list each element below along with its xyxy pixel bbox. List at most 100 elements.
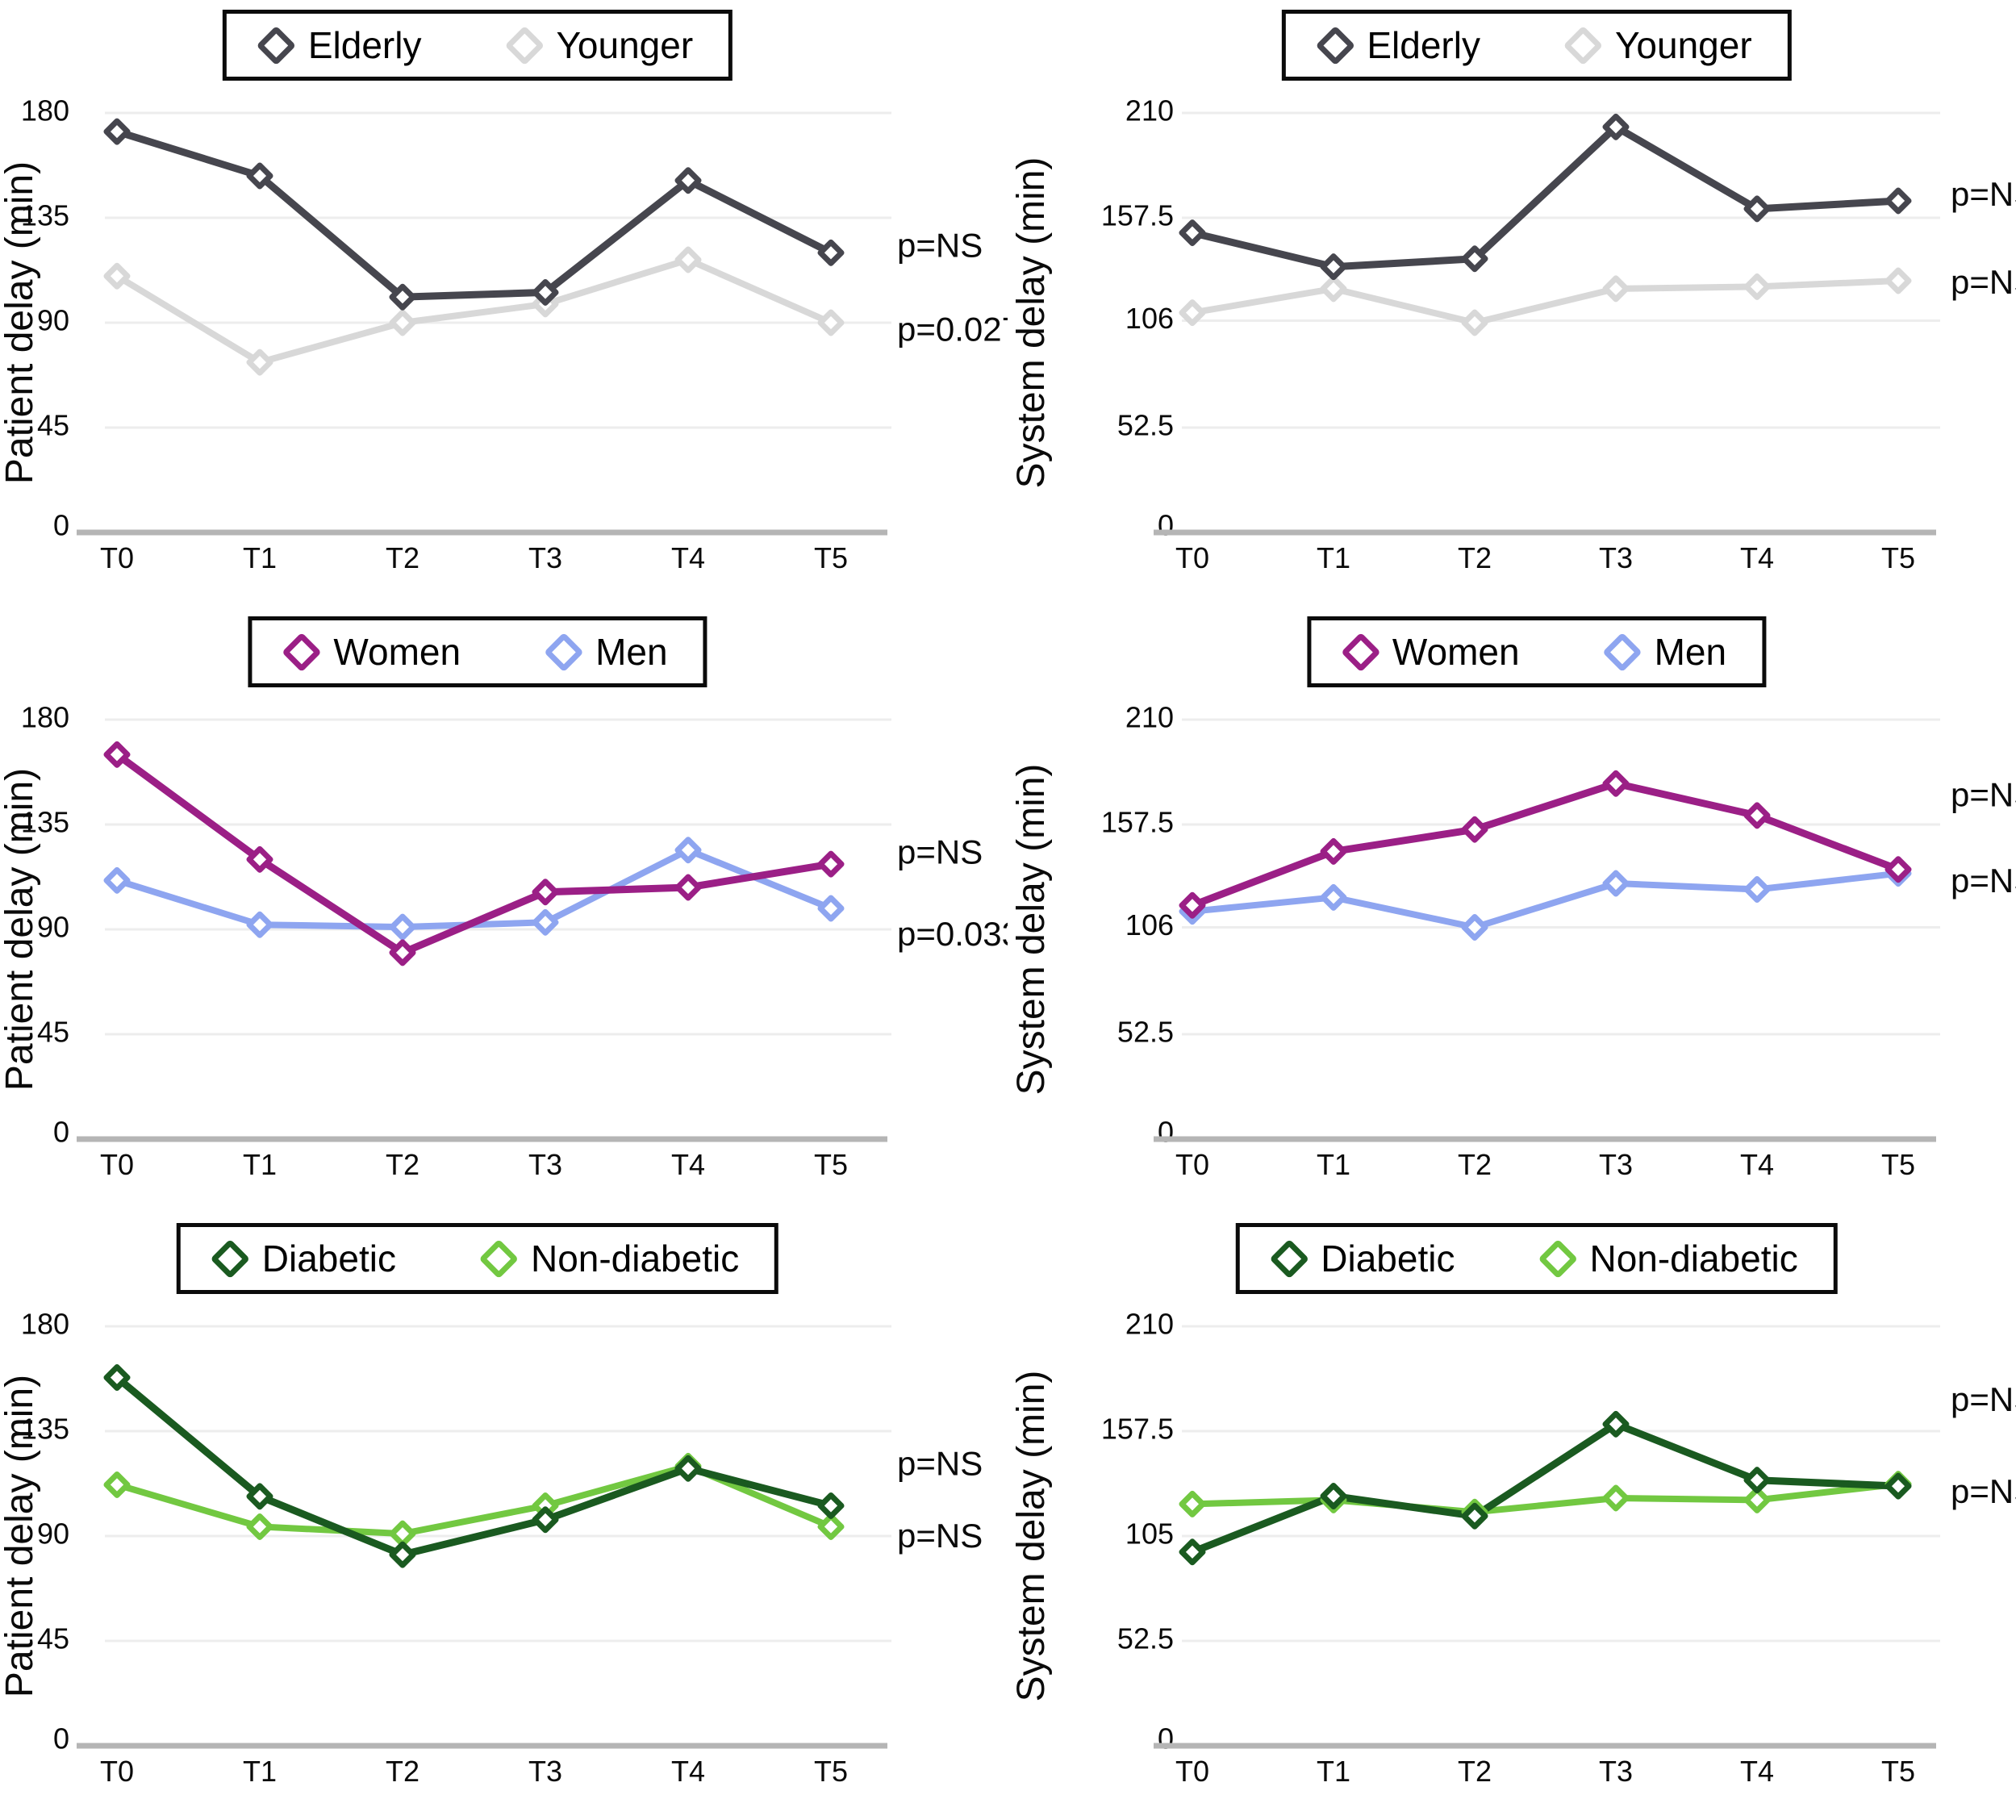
y-axis-title: Patient delay (min) bbox=[0, 768, 41, 1091]
data-point-marker-non-diabetic-t0 bbox=[1179, 1490, 1205, 1517]
line-chart-canvas: 180 135 90 45 0 T0 T1 T2 T3 T4 T5 Patient delay (mi… bbox=[0, 1308, 983, 1788]
legend-label: Younger bbox=[556, 24, 694, 66]
y-tick-label: 210 bbox=[1125, 94, 1173, 127]
legend-item-women: Women bbox=[282, 632, 461, 672]
data-point-marker-younger-t5 bbox=[817, 309, 845, 336]
p-value-annotation: p=NS bbox=[1951, 175, 2016, 213]
data-point-marker-elderly-t2 bbox=[389, 283, 416, 311]
data-point-marker-non-diabetic-t4 bbox=[1743, 1486, 1770, 1513]
data-point-marker-elderly-t4 bbox=[674, 167, 702, 194]
legend-label: Women bbox=[1392, 631, 1520, 673]
x-tick-label: T5 bbox=[814, 1148, 848, 1181]
data-point-marker-younger-t4 bbox=[1743, 273, 1770, 300]
line-chart-canvas: 210 157.5 106 52.5 0T0 T1 T2 T3 T4 T5 System delay… bbox=[1010, 701, 2016, 1181]
x-tick-label: T0 bbox=[1175, 1148, 1208, 1181]
legend-diamond-marker-icon bbox=[504, 25, 545, 65]
data-point-marker-diabetic-t1 bbox=[1320, 1482, 1346, 1509]
data-point-marker-men-t2 bbox=[389, 913, 416, 941]
y-tick-label: 52.5 bbox=[1117, 409, 1173, 442]
x-tick-label: T3 bbox=[528, 541, 562, 574]
line-chart-canvas: 180 135 90 45 0 T0 T1 T2 T3 T4 T5 Patient delay (mi… bbox=[0, 94, 1008, 574]
chart-panel-system-delay-sex: Women Men 210 157.5 106 52.5 0 T0 T1 T2 T3 T4 T5 Sys… bbox=[1008, 607, 2016, 1213]
legend-item-elderly: Elderly bbox=[1315, 25, 1480, 65]
data-point-marker-men-t1 bbox=[246, 911, 273, 938]
legend-diamond-marker-icon bbox=[1538, 1238, 1578, 1279]
data-point-marker-younger-t1 bbox=[246, 349, 273, 376]
data-point-marker-women-t5 bbox=[817, 850, 845, 878]
y-tick-label: 210 bbox=[1125, 701, 1173, 734]
x-tick-label: T2 bbox=[386, 1755, 419, 1788]
x-tick-label: T4 bbox=[671, 541, 705, 574]
x-tick-label: T2 bbox=[386, 1148, 419, 1181]
data-point-marker-non-diabetic-t5 bbox=[817, 1513, 845, 1540]
data-point-marker-diabetic-t2 bbox=[1461, 1502, 1488, 1530]
x-tick-label: T1 bbox=[243, 1755, 277, 1788]
legend-system-delay-age: Elderly Younger bbox=[1281, 10, 1792, 81]
p-value-annotation: p=NS bbox=[897, 1517, 983, 1555]
data-point-marker-younger-t3 bbox=[1602, 275, 1629, 303]
data-point-marker-men-t3 bbox=[532, 908, 559, 936]
data-point-marker-women-t1 bbox=[1320, 837, 1346, 865]
data-point-marker-younger-t0 bbox=[1179, 299, 1205, 327]
y-tick-label: 106 bbox=[1125, 302, 1173, 335]
x-tick-label: T0 bbox=[1175, 1755, 1208, 1788]
legend-diamond-marker-icon bbox=[1315, 25, 1355, 65]
x-tick-label: T1 bbox=[243, 541, 277, 574]
p-value-annotation: p=NS bbox=[1951, 1380, 2016, 1418]
y-tick-label: 90 bbox=[37, 911, 69, 944]
legend-item-younger: Younger bbox=[504, 24, 694, 66]
x-tick-label: T5 bbox=[1880, 1755, 1914, 1788]
p-value-annotation: p=NS bbox=[1951, 263, 2016, 301]
y-axis-title: System delay (min) bbox=[1010, 157, 1053, 489]
data-point-marker-women-t4 bbox=[1743, 802, 1770, 829]
line-chart-canvas: 210 157.5 106 52.5 0T0 T1 T2 T3 T4 T5 System delay… bbox=[1010, 94, 2016, 574]
x-tick-label: T1 bbox=[1316, 1148, 1350, 1181]
x-tick-label: T4 bbox=[1739, 1755, 1773, 1788]
series-line-younger bbox=[1188, 278, 1901, 326]
data-point-marker-women-t1 bbox=[246, 845, 273, 873]
y-tick-label: 157.5 bbox=[1100, 806, 1173, 839]
data-point-marker-diabetic-t3 bbox=[532, 1506, 559, 1534]
x-tick-label: T5 bbox=[1880, 541, 1914, 574]
legend-diamond-marker-icon bbox=[1563, 25, 1604, 65]
data-point-marker-non-diabetic-t0 bbox=[103, 1471, 131, 1498]
data-point-marker-women-t5 bbox=[1885, 856, 1911, 883]
legend-system-delay-diabetes: Diabetic Non-diabetic bbox=[1235, 1223, 1838, 1294]
x-tick-label: T4 bbox=[1739, 541, 1773, 574]
data-point-marker-elderly-t4 bbox=[1743, 195, 1770, 223]
legend-diamond-marker-icon bbox=[478, 1238, 520, 1279]
data-point-marker-non-diabetic-t1 bbox=[246, 1513, 273, 1540]
legend-label: Non-diabetic bbox=[530, 1238, 740, 1279]
legend-patient-delay-sex: Women Men bbox=[248, 616, 707, 687]
legend-item-diabetic: Diabetic bbox=[210, 1238, 396, 1279]
y-tick-label: 0 bbox=[53, 1116, 69, 1149]
data-point-marker-younger-t0 bbox=[103, 262, 131, 290]
y-tick-label: 135 bbox=[21, 199, 69, 232]
x-tick-label: T0 bbox=[1175, 541, 1208, 574]
data-point-marker-men-t1 bbox=[1320, 883, 1346, 911]
data-point-marker-women-t4 bbox=[674, 874, 702, 901]
series-line-diabetic bbox=[113, 1374, 835, 1559]
x-tick-label: T3 bbox=[528, 1148, 562, 1181]
x-tick-label: T5 bbox=[814, 541, 848, 574]
data-point-marker-men-t3 bbox=[1602, 870, 1629, 897]
p-value-annotation: p=0.033 bbox=[897, 915, 1008, 953]
legend-label: Diabetic bbox=[261, 1238, 396, 1279]
p-value-annotation: p=NS bbox=[897, 227, 983, 265]
x-tick-label: T3 bbox=[1598, 1755, 1632, 1788]
series-line-elderly bbox=[1188, 123, 1901, 271]
data-point-marker-women-t3 bbox=[1602, 770, 1629, 797]
legend-diamond-marker-icon bbox=[1269, 1238, 1309, 1279]
legend-label: Diabetic bbox=[1321, 1238, 1455, 1279]
legend-diamond-marker-icon bbox=[543, 632, 584, 672]
data-point-marker-elderly-t5 bbox=[817, 239, 845, 266]
legend-label: Men bbox=[595, 631, 668, 673]
series-line-non-diabetic bbox=[1188, 1480, 1901, 1516]
y-tick-label: 135 bbox=[21, 1413, 69, 1446]
series-line-women bbox=[1188, 779, 1901, 909]
legend-item-diabetic: Diabetic bbox=[1269, 1238, 1455, 1279]
series-line-men bbox=[114, 846, 834, 931]
p-value-annotation: p=NS bbox=[1951, 862, 2016, 900]
series-line-elderly bbox=[113, 127, 835, 301]
legend-item-men: Men bbox=[543, 631, 668, 673]
